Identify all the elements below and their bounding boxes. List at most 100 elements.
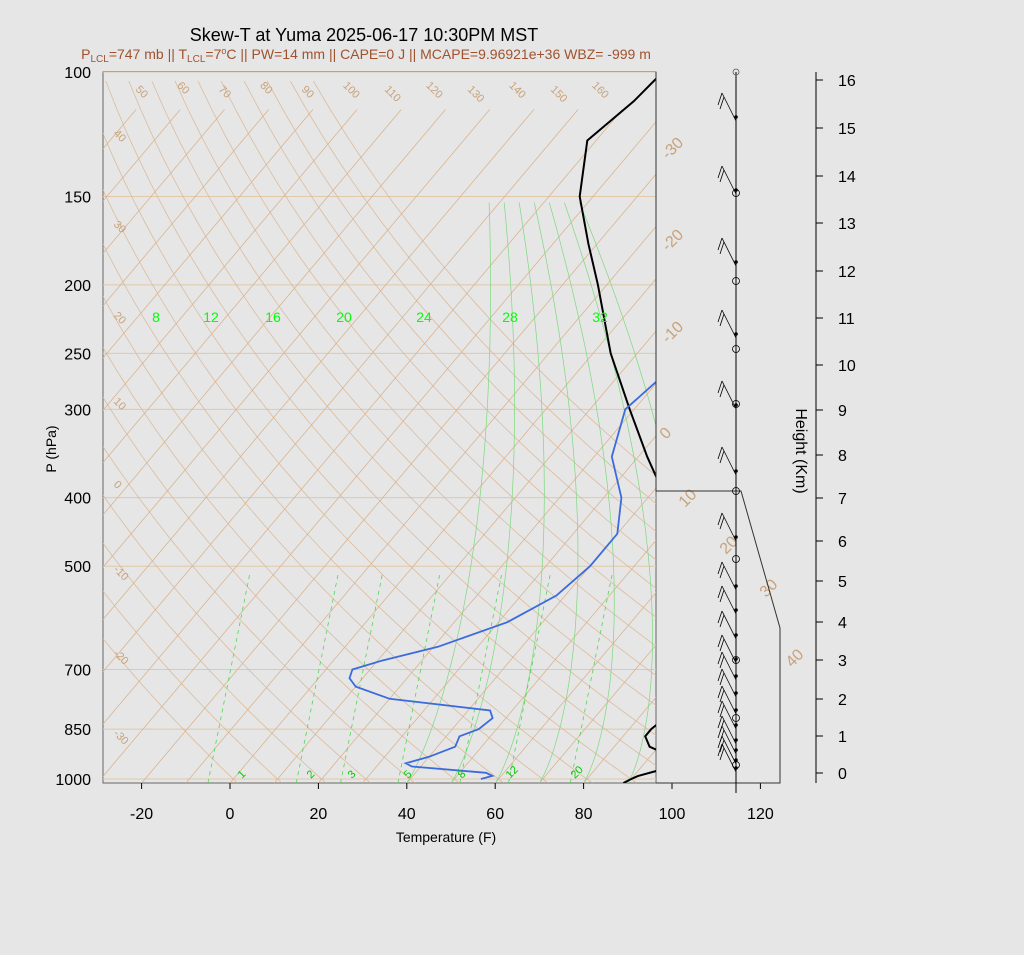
moist-adiabat-line	[548, 202, 615, 783]
wind-barb-flag	[719, 96, 725, 110]
height-tick-label: 11	[838, 311, 855, 328]
height-tick-label: 16	[838, 73, 856, 90]
x-tick-label: 80	[575, 806, 593, 823]
barb-calm-circle	[732, 487, 740, 495]
wind-barb-flag	[719, 739, 725, 753]
mixing-ratio-line	[508, 574, 551, 783]
mixing-ratio-line	[459, 574, 503, 783]
wind-barbs	[717, 68, 740, 793]
wind-barb	[721, 237, 737, 267]
mixing-ratio-label-top: 24	[416, 309, 432, 325]
barb-calm-circle	[732, 189, 740, 197]
x-tick-label: 0	[226, 806, 235, 823]
profiles-layer	[348, 77, 656, 783]
wind-barb	[721, 165, 737, 195]
x-tick-label: 60	[486, 806, 504, 823]
dry-adiabat-line	[103, 542, 327, 783]
wind-barb	[721, 634, 737, 664]
x-tick-label: 120	[747, 806, 774, 823]
dry-adiabat-line	[103, 445, 416, 783]
barb-level-dot	[734, 766, 738, 770]
height-tick-label: 14	[838, 169, 856, 186]
dry-adiabat-line	[197, 80, 656, 618]
pressure-tick-label: 200	[64, 278, 91, 295]
wind-barb	[721, 585, 737, 615]
barb-calm-circle	[732, 656, 740, 664]
x-tick-label: 40	[398, 806, 416, 823]
isotherm-line	[103, 109, 358, 411]
barb-level-dot	[734, 633, 738, 637]
isotherm-line	[450, 539, 656, 783]
pressure-tick-label: 100	[64, 65, 91, 82]
wind-barb	[721, 561, 737, 591]
height-tick-label: 0	[838, 766, 847, 783]
x-tick-label: 100	[659, 806, 686, 823]
height-tick-label: 10	[838, 358, 856, 375]
height-tick-label: 7	[838, 491, 847, 508]
mixing-ratio-line	[340, 574, 383, 783]
wind-barb-flag	[717, 651, 723, 665]
barb-level-dot	[734, 657, 738, 661]
dry-adiabat-line	[289, 80, 656, 505]
wind-barb-flag	[719, 704, 725, 718]
isotherm-line	[103, 109, 446, 516]
dry-adiabat-line	[103, 396, 460, 783]
y-axis-label: P (hPa)	[43, 425, 59, 472]
mixing-ratio-label-top: 28	[502, 309, 518, 325]
dry-adiabat-line	[103, 346, 504, 783]
wind-barb-flag	[717, 743, 723, 757]
wind-barb	[721, 309, 737, 339]
chart-title: Skew-T at Yuma 2025-06-17 10:30PM MST	[190, 25, 539, 45]
moist-adiabat-line	[406, 202, 491, 783]
height-tick-label: 12	[838, 264, 856, 281]
moist-adiabat-line	[579, 202, 656, 428]
wind-barb-flag	[719, 169, 725, 183]
grid-layer	[103, 72, 656, 783]
height-tick-label: 3	[838, 653, 847, 670]
dry-adiabat-line	[151, 80, 656, 677]
wind-barb	[721, 380, 737, 410]
wind-barb-flag	[717, 634, 723, 648]
wind-barb-flag	[717, 610, 723, 624]
barb-level-dot	[734, 469, 738, 473]
dry-adiabat-line	[243, 80, 656, 561]
wind-barb-flag	[717, 585, 723, 599]
barb-level-dot	[734, 584, 738, 588]
barb-level-dot	[734, 403, 738, 407]
mixing-ratio-label-top: 12	[203, 309, 219, 325]
wind-barb	[721, 512, 737, 542]
wind-barb-flag	[719, 747, 725, 761]
wind-barb	[721, 725, 737, 755]
pressure-tick-label: 300	[64, 402, 91, 419]
isotherm-line	[229, 278, 656, 783]
wind-barb-flag	[717, 735, 723, 749]
height-tick-label: 9	[838, 403, 847, 420]
isotherm-line	[141, 173, 656, 783]
mixing-ratio-line	[295, 574, 339, 783]
isotherm-line	[103, 109, 579, 673]
wind-barb-flag	[717, 446, 723, 460]
barb-calm-circle	[732, 400, 740, 408]
barb-level-dot	[734, 691, 738, 695]
barb-calm-circle	[732, 714, 740, 722]
pressure-tick-label: 700	[64, 663, 91, 680]
barb-level-dot	[734, 723, 738, 727]
isotherm-line	[103, 109, 623, 725]
pressure-tick-label: 150	[64, 190, 91, 207]
pressure-tick-label: 400	[64, 491, 91, 508]
barb-level-dot	[734, 260, 738, 264]
dry-adiabat-line	[103, 295, 549, 783]
height-tick-label: 2	[838, 692, 847, 709]
wind-barb-flag	[719, 589, 725, 603]
isotherm-line	[494, 592, 656, 783]
pressure-tick-label: 500	[64, 559, 91, 576]
wind-barb	[721, 446, 737, 476]
dry-adiabat-line	[105, 80, 656, 736]
dry-adiabat-line	[128, 80, 656, 706]
height-tick-label: 15	[838, 121, 856, 138]
wind-barb-flag	[717, 685, 723, 699]
isotherm-line	[362, 435, 656, 783]
